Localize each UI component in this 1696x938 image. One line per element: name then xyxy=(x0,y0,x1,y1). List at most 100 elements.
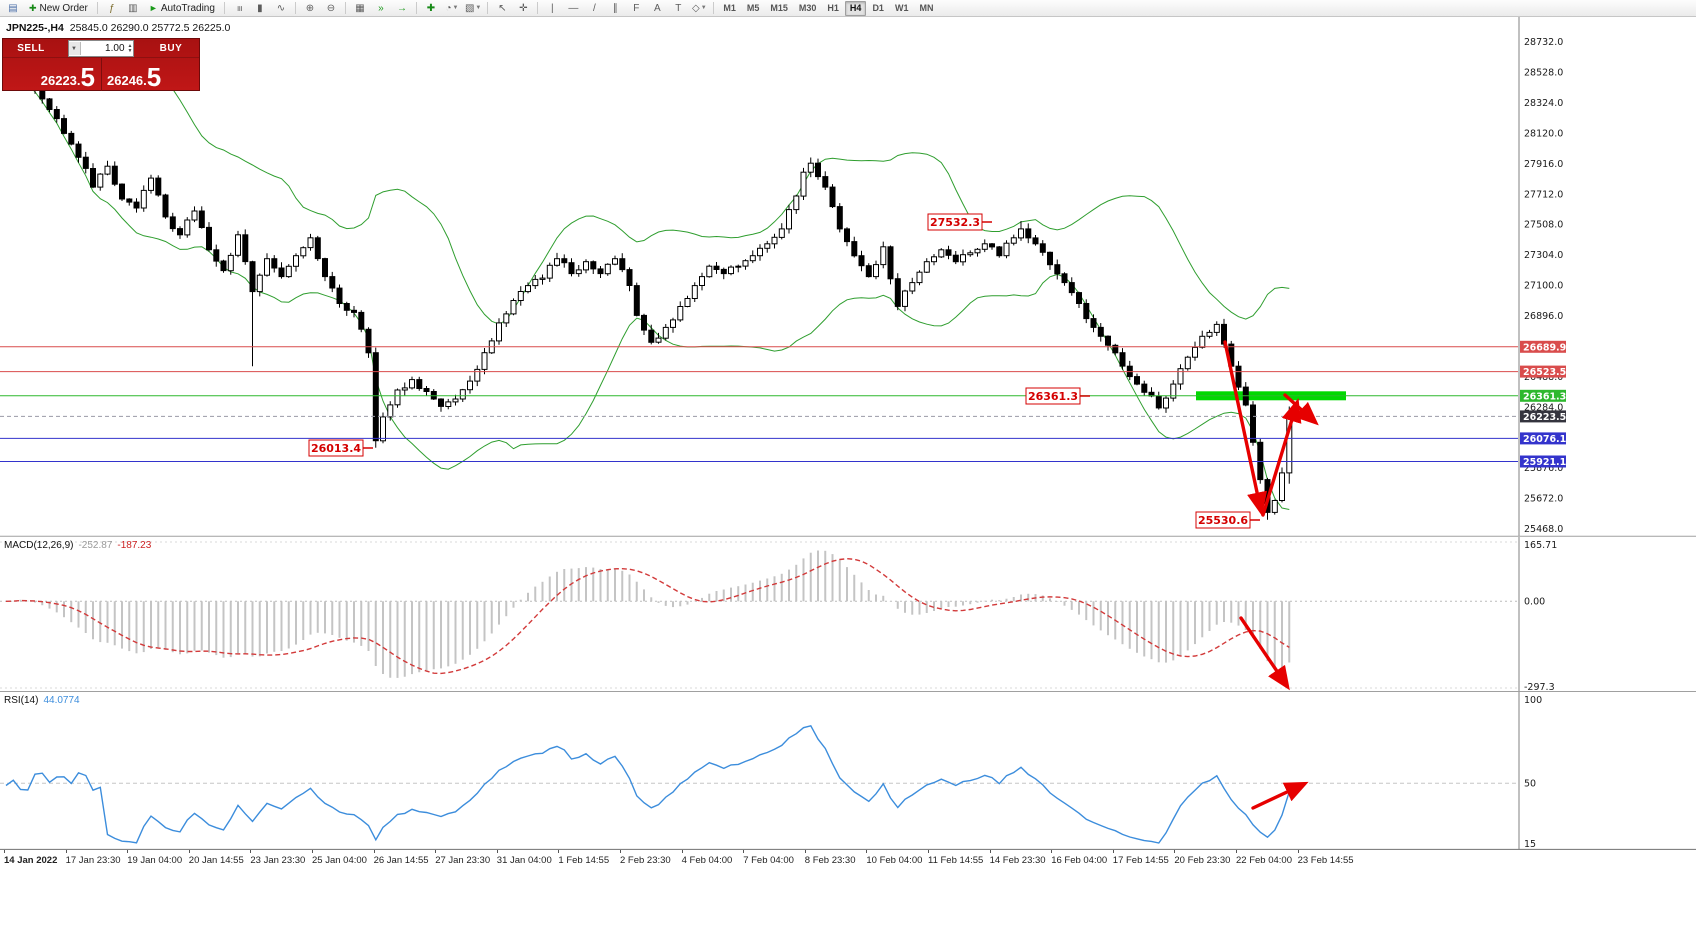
time-axis-label: 7 Feb 04:00 xyxy=(743,855,794,866)
trend-arrow[interactable] xyxy=(1261,398,1302,517)
cursor-icon[interactable]: ↖ xyxy=(498,2,507,14)
sell-button[interactable]: SELL xyxy=(17,43,45,54)
indicators-add-icon[interactable]: ✚ xyxy=(426,2,436,14)
trend-arrow[interactable] xyxy=(1223,340,1268,516)
candlestick-chart-icon[interactable]: ▮ xyxy=(257,2,263,14)
candle-body xyxy=(206,226,212,251)
new-order-button[interactable]: ✚ New Order xyxy=(24,1,93,15)
time-axis-tick xyxy=(558,850,560,853)
charts-list-icon[interactable]: ▥ xyxy=(128,2,138,14)
spinner-down-icon[interactable]: ▼ xyxy=(127,47,133,54)
vertical-line-icon[interactable]: | xyxy=(551,2,554,14)
zoom-in-icon[interactable]: ⊕ xyxy=(305,2,315,14)
price-callout[interactable]: 26361.3 xyxy=(1025,387,1090,405)
time-axis[interactable]: 14 Jan 2022 17 Jan 23:30 19 Jan 04:00 20 Ja… xyxy=(0,850,1696,872)
time-axis-tick xyxy=(188,850,190,853)
price-axis-tick: 28528.0 xyxy=(1524,68,1563,79)
candle-body xyxy=(1257,441,1264,481)
timeframe-D1[interactable]: D1 xyxy=(872,3,884,13)
horizontal-line-icon[interactable]: — xyxy=(568,2,579,14)
candle-body xyxy=(387,404,394,418)
timeframe-M15[interactable]: M15 xyxy=(770,3,788,13)
timeframe-M5[interactable]: M5 xyxy=(746,3,760,13)
arrows-icon-caret: ▼ xyxy=(700,5,707,11)
candle-body xyxy=(873,264,879,278)
price-callout[interactable]: 26013.4 xyxy=(308,439,373,457)
expert-advisors-icon[interactable]: ƒ xyxy=(109,2,115,14)
buy-price[interactable]: 26246. 5 xyxy=(107,62,162,92)
trend-arrow[interactable] xyxy=(1251,781,1309,810)
candle-body xyxy=(800,171,807,197)
timeframe-W1[interactable]: W1 xyxy=(894,3,909,13)
candle-body xyxy=(372,352,379,442)
toolbar-separator xyxy=(344,2,346,14)
line-chart-icon[interactable]: ∿ xyxy=(276,2,286,14)
chart-shift-icon[interactable]: → xyxy=(396,2,407,14)
candle-body xyxy=(249,261,256,293)
auto-scroll-icon[interactable]: » xyxy=(378,2,384,14)
price-axis-tick: 26896.0 xyxy=(1524,311,1563,322)
time-axis-tick xyxy=(743,850,745,853)
equidistant-channel-icon[interactable]: ∥ xyxy=(612,2,618,14)
time-axis-tick xyxy=(1297,850,1299,853)
candle-body xyxy=(989,243,995,248)
templates-icon[interactable]: ▧ ▼ xyxy=(464,2,482,14)
trendline-icon[interactable]: / xyxy=(592,2,596,14)
price-axis-tick: 25468.0 xyxy=(1524,524,1563,535)
macd-panel-canvas[interactable]: 165.71 0.00 -297.3 xyxy=(0,537,1696,692)
timeframe-H4[interactable]: H4 xyxy=(844,0,867,16)
trend-arrow[interactable] xyxy=(1283,393,1319,426)
candle-body xyxy=(945,249,952,256)
candle-body xyxy=(503,313,510,324)
candle-body xyxy=(394,389,401,406)
fibonacci-icon[interactable]: F xyxy=(633,2,640,14)
price-axis-tick: 27100.0 xyxy=(1524,281,1563,292)
text-label-icon[interactable]: T xyxy=(675,2,682,14)
chart-window-icon[interactable]: ▤ xyxy=(8,2,18,14)
candle-body xyxy=(902,290,908,307)
tile-windows-icon[interactable]: ▦ xyxy=(355,2,365,14)
toolbar-separator xyxy=(96,2,98,14)
candle-body xyxy=(104,165,111,175)
candle-body xyxy=(1061,273,1068,284)
candle-body xyxy=(1134,376,1140,385)
zoom-out-icon[interactable]: ⊖ xyxy=(326,2,336,14)
time-axis-tick xyxy=(681,850,683,853)
autotrading-button[interactable]: ► AutoTrading xyxy=(144,1,220,15)
autotrading-button-icon: ► xyxy=(148,3,158,13)
timeframe-MN[interactable]: MN xyxy=(919,3,934,13)
time-axis-label: 26 Jan 14:55 xyxy=(373,855,429,866)
price-axis[interactable]: 28732.0 28528.0 28324.0 28120.0 27916.0 27712… xyxy=(1518,17,1566,536)
trend-arrow[interactable] xyxy=(1239,616,1290,691)
price-callout[interactable]: 25530.6 xyxy=(1195,511,1260,529)
arrows-icon[interactable]: ◇ ▼ xyxy=(692,2,707,14)
timeframe-M1[interactable]: M1 xyxy=(723,3,736,13)
level-axis-label-text: 26523.5 xyxy=(1523,367,1566,378)
sell-price-big-digit: 5 xyxy=(80,62,95,92)
candle-body xyxy=(967,252,974,256)
svg-text:26013.4: 26013.4 xyxy=(311,442,361,455)
timeframe-M30[interactable]: M30 xyxy=(798,3,817,13)
spinner-up-icon[interactable]: ▲ xyxy=(127,42,133,49)
price-chart-canvas[interactable]: 28732.0 28528.0 28324.0 28120.0 27916.0 27712… xyxy=(0,17,1696,537)
volume-input[interactable] xyxy=(80,43,127,54)
candle-body xyxy=(641,314,647,331)
candle-body xyxy=(481,352,488,370)
price-axis-tick: 27916.0 xyxy=(1524,159,1563,170)
buy-price-big-digit: 5 xyxy=(146,62,162,92)
candle-body xyxy=(510,300,517,315)
price-callout[interactable]: 27532.3 xyxy=(927,213,992,231)
candle-body xyxy=(677,306,684,321)
time-axis-label: 22 Feb 04:00 xyxy=(1236,855,1292,866)
periods-icon[interactable]: ◔ ▼ xyxy=(445,2,459,14)
crosshair-icon[interactable]: ✛ xyxy=(519,2,528,14)
time-axis-label: 1 Feb 14:55 xyxy=(558,855,610,866)
sell-price[interactable]: 26223. 5 xyxy=(41,62,95,92)
candle-body xyxy=(409,379,415,389)
buy-button[interactable]: BUY xyxy=(159,43,183,54)
volume-dropdown-icon[interactable]: ▼ xyxy=(68,42,81,55)
text-icon[interactable]: A xyxy=(654,2,661,14)
bar-chart-icon[interactable]: ≡ xyxy=(233,5,245,11)
rsi-panel-canvas[interactable]: 100 50 15 xyxy=(0,692,1696,850)
timeframe-H1[interactable]: H1 xyxy=(827,3,839,13)
